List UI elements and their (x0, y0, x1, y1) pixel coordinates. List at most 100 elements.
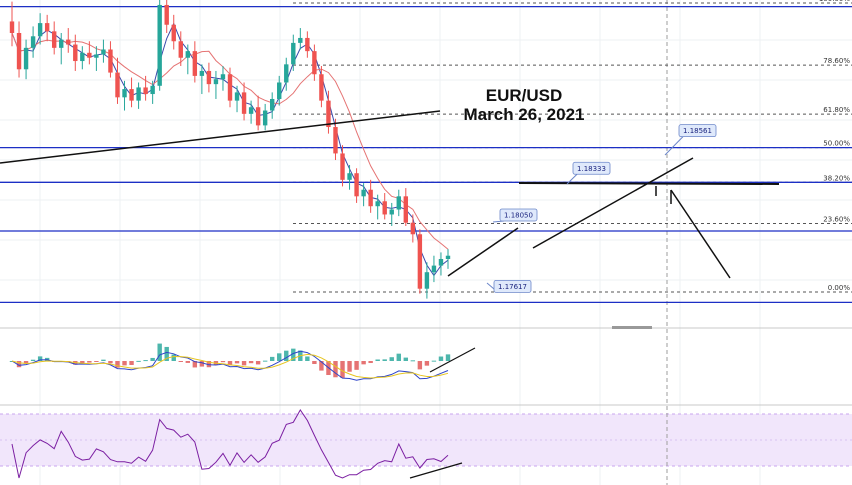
candle-body-41 (298, 37, 303, 43)
macd-hist-47 (340, 361, 345, 378)
macd-hist-39 (284, 350, 289, 361)
trendline-long[interactable] (0, 110, 441, 164)
macd-hist-23 (171, 354, 176, 361)
macd-hist-38 (277, 353, 282, 361)
candle-body-29 (213, 79, 219, 85)
candle-body-57 (410, 222, 416, 235)
price-labels: 1.18561 1.18333 1.18050 1.17617 (486, 124, 717, 293)
macd-hist-13 (101, 359, 106, 361)
macd-hist-1 (16, 361, 22, 368)
candle-body-39 (284, 64, 289, 83)
macd-hist-15 (115, 361, 120, 368)
price-label-pointer-0 (664, 136, 684, 156)
macd-hist-18 (136, 360, 141, 362)
macd-hist-48 (347, 361, 352, 372)
macd-hist-24 (178, 361, 183, 362)
candle-body-46 (333, 127, 338, 154)
rsi-panel (11, 409, 449, 479)
fib-label-5: 23.60% (823, 216, 850, 224)
candle-body-38 (277, 82, 282, 99)
candle-body-62 (445, 255, 451, 260)
macd-hist-3 (30, 359, 36, 361)
trendline-channel-lower[interactable] (447, 227, 519, 277)
candle-body-56 (403, 196, 409, 223)
price-label-box-2 (499, 208, 538, 222)
candle-body-61 (438, 259, 444, 266)
trendline-channel-upper[interactable] (532, 157, 694, 249)
candle-body-9 (73, 44, 78, 62)
candle-body-13 (101, 49, 106, 55)
macd-hist-12 (94, 361, 99, 362)
candle-body-33 (241, 92, 247, 114)
candle-body-35 (255, 107, 261, 126)
macd-hist-62 (445, 354, 451, 361)
macd-hist-44 (319, 361, 324, 371)
macd-panel (9, 343, 451, 381)
candle-body-23 (171, 24, 176, 42)
macd-hist-42 (305, 356, 310, 361)
candle-body-17 (129, 89, 134, 101)
rsi-line (11, 409, 449, 479)
macd-hist-10 (80, 361, 85, 363)
candle-body-59 (424, 272, 430, 289)
candle-body-34 (248, 107, 254, 114)
macd-hist-30 (220, 361, 226, 363)
macd-hist-28 (206, 361, 212, 368)
macd-hist-53 (382, 359, 387, 361)
macd-line (11, 350, 449, 381)
candle-body-10 (80, 52, 85, 62)
macd-hist-2 (23, 361, 29, 364)
resistance-line[interactable] (518, 182, 780, 185)
candle-body-6 (51, 31, 57, 48)
projection-line[interactable] (670, 189, 731, 279)
candle-body-15 (115, 72, 120, 98)
candle-body-52 (375, 201, 380, 207)
macd-hist-61 (438, 356, 444, 361)
fib-label-4: 38.20% (823, 174, 850, 182)
candle-body-5 (44, 23, 50, 32)
macd-hist-14 (108, 361, 113, 364)
fib-label-3: 50.00% (823, 140, 850, 148)
macd-hist-37 (269, 356, 275, 361)
macd-hist-49 (354, 361, 359, 370)
candle-body-4 (37, 23, 43, 37)
candle-body-14 (108, 49, 113, 73)
candle-body-50 (361, 189, 366, 197)
macd-hist-21 (157, 343, 162, 361)
fib-retracement: 100.00% 78.60% 61.80% 50.00% 38.20% 23.60% 0.0… (293, 0, 852, 293)
candle-body-20 (150, 85, 155, 95)
candle-body-7 (59, 39, 64, 48)
candle-body-30 (220, 74, 226, 80)
macd-divergence-line (429, 347, 476, 373)
moving-averages (11, 22, 449, 277)
candle-body-58 (417, 234, 423, 289)
macd-hist-58 (417, 361, 423, 370)
candle-body-28 (206, 70, 212, 85)
candle-body-60 (431, 265, 437, 273)
macd-signal-line (11, 353, 449, 379)
candle-body-11 (87, 52, 92, 58)
macd-hist-16 (122, 361, 127, 366)
candle-body-42 (305, 37, 310, 52)
macd-hist-54 (389, 357, 394, 361)
scroll-handle[interactable] (612, 326, 652, 329)
candle-body-37 (269, 98, 275, 111)
candle-body-48 (347, 173, 352, 180)
candle-body-1 (16, 32, 22, 70)
candle-body-49 (354, 173, 359, 197)
macd-hist-52 (375, 359, 380, 361)
fib-label-0: 100.00% (819, 0, 850, 3)
fib-label-2: 61.80% (823, 106, 850, 114)
candle-body-19 (143, 87, 148, 95)
candle-body-24 (178, 41, 183, 58)
candle-body-44 (319, 74, 324, 101)
price-label-box-0 (678, 124, 717, 138)
candle-body-53 (382, 201, 387, 215)
macd-hist-31 (227, 361, 233, 366)
candle-body-25 (185, 51, 191, 58)
macd-hist-43 (312, 361, 317, 364)
candle-body-0 (9, 21, 15, 33)
price-label-box-3 (493, 279, 532, 293)
